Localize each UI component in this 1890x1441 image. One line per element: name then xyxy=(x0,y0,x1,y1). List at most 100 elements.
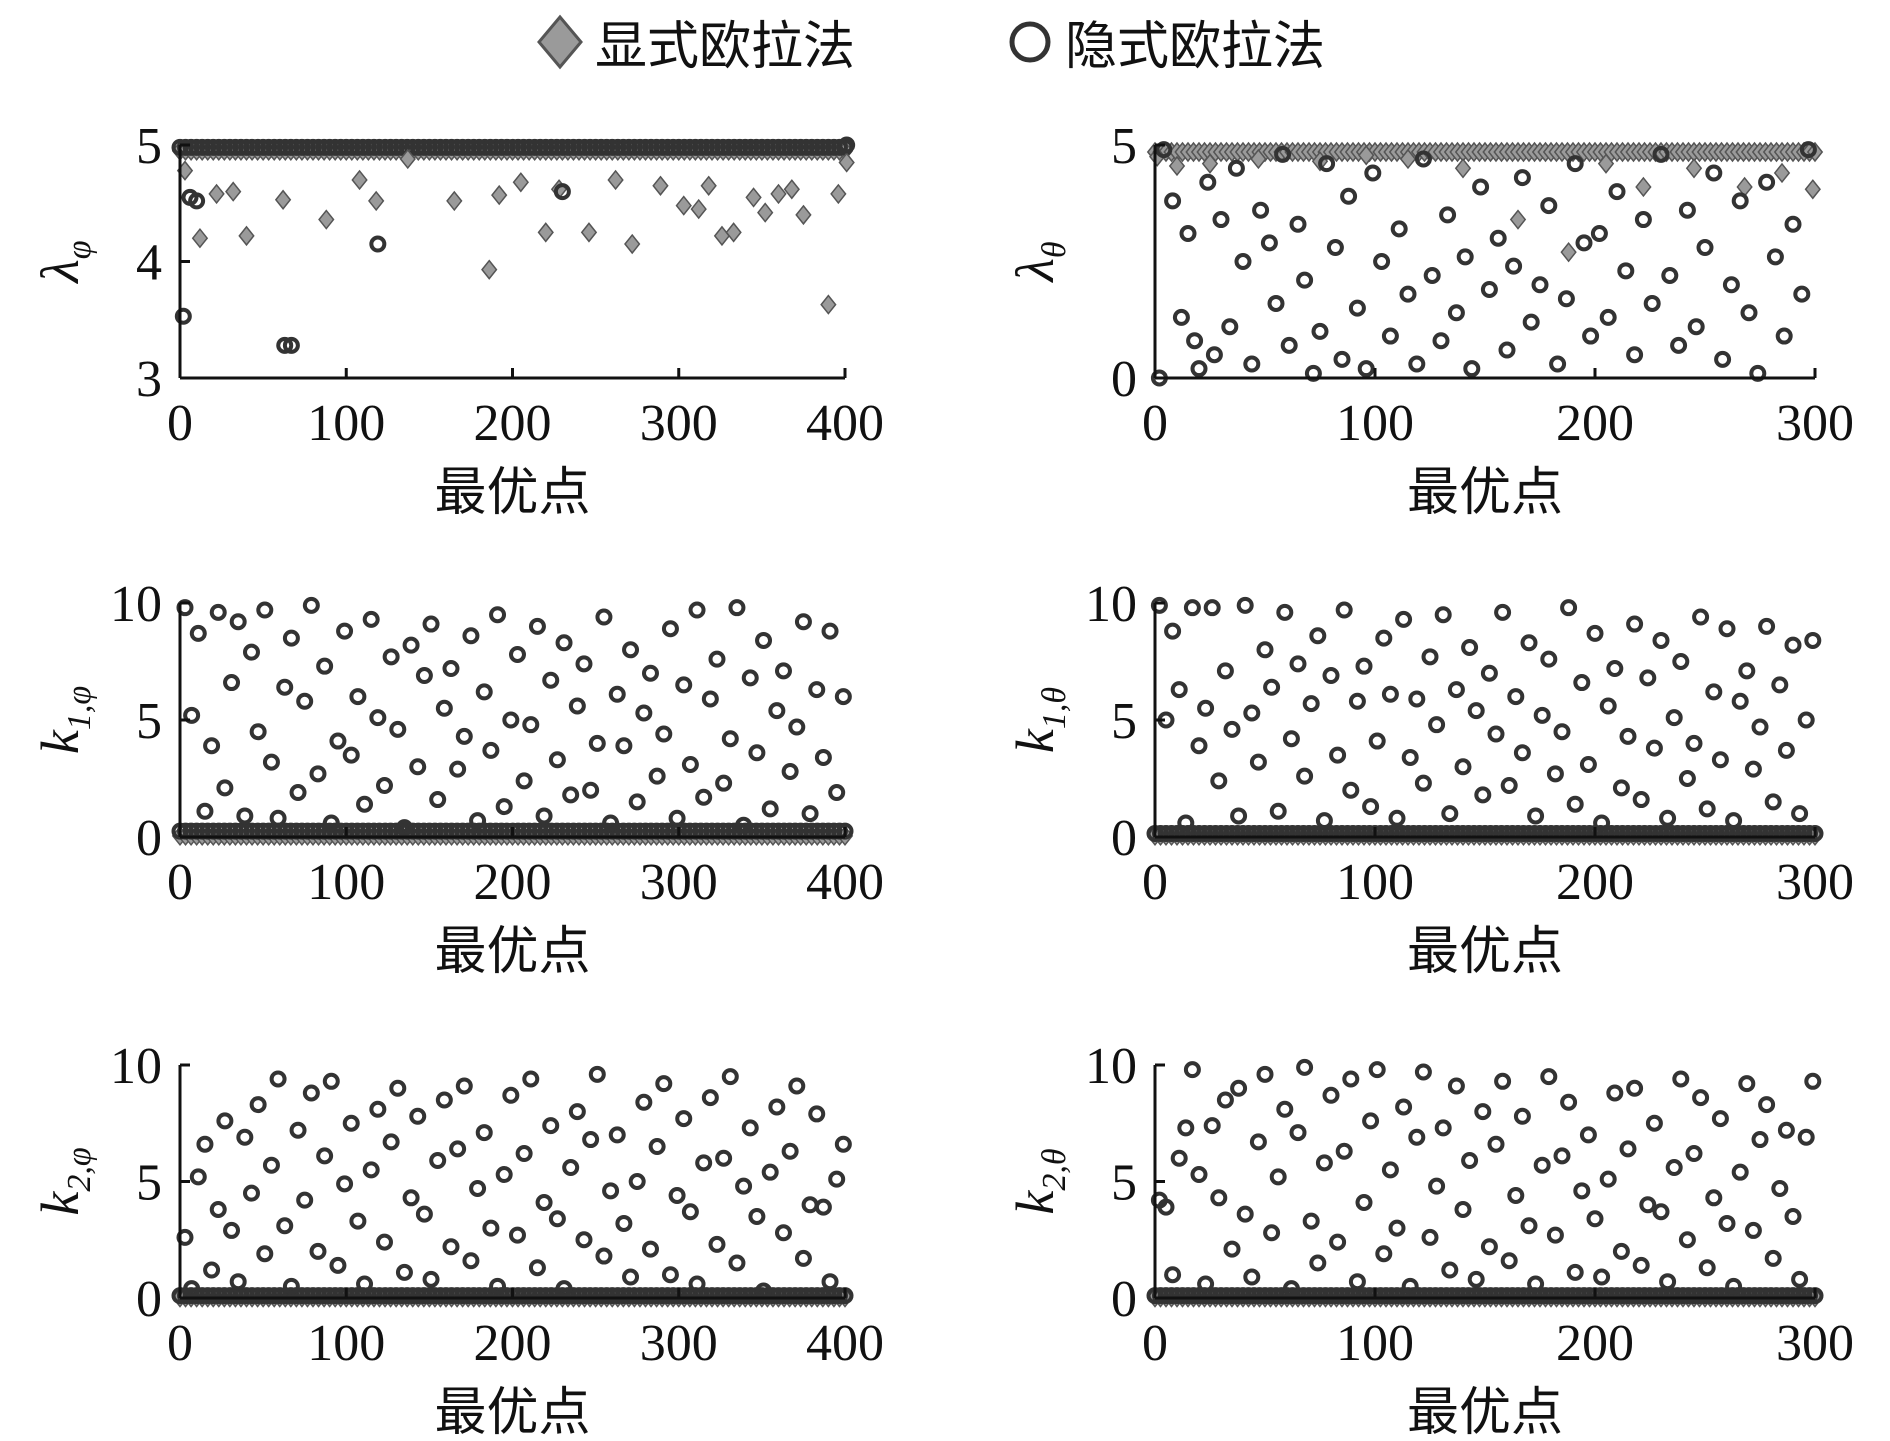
series-1-point-73 xyxy=(655,1075,673,1093)
series-2-point-19 xyxy=(1280,336,1298,354)
series-1-point-1 xyxy=(176,1228,194,1246)
series-1-point-10 xyxy=(1560,241,1577,263)
series-1-point-87 xyxy=(748,1207,766,1225)
series-1-point-47 xyxy=(1454,1200,1472,1218)
series-1-point-7 xyxy=(318,209,335,230)
series-1-point-27 xyxy=(349,688,367,706)
series-1-point-48 xyxy=(489,1277,507,1295)
series-1-point-24 xyxy=(1302,695,1320,713)
series-1-point-12 xyxy=(249,1096,267,1114)
series-1-point-36 xyxy=(1381,1161,1399,1179)
series-2-point-12 xyxy=(1227,159,1245,177)
series-2-point-76 xyxy=(1758,173,1776,191)
series-1-point-22 xyxy=(1289,1124,1307,1142)
series-1-point-87 xyxy=(748,744,766,762)
y-tick-label: 5 xyxy=(1111,693,1137,750)
series-1-point-63 xyxy=(1560,599,1578,617)
series-1-point-50 xyxy=(1474,786,1492,804)
series-1-point-33 xyxy=(389,720,407,738)
series-2-point-44 xyxy=(1480,280,1498,298)
series-1-point-23 xyxy=(1296,1058,1314,1076)
series-1-point-88 xyxy=(755,631,773,649)
series-2-point-43 xyxy=(1472,178,1490,196)
series-1-point-70 xyxy=(635,1093,653,1111)
series-1-point-85 xyxy=(735,816,753,834)
series-1-point-51 xyxy=(508,645,526,663)
series-1-point-17 xyxy=(282,629,300,647)
series-1-point-21 xyxy=(309,1242,327,1260)
series-1-point-4 xyxy=(196,802,214,820)
series-1-point-76 xyxy=(1645,1114,1663,1132)
series-1-point-82 xyxy=(1685,734,1703,752)
series-1-point-98 xyxy=(1791,1270,1809,1288)
series-1-point-25 xyxy=(336,1175,354,1193)
x-tick-label: 0 xyxy=(1142,395,1168,452)
series-2-point-10 xyxy=(1212,211,1230,229)
series-1-point-33 xyxy=(1362,798,1380,816)
series-1-point-62 xyxy=(1553,723,1571,741)
series-1-point-70 xyxy=(1606,1084,1624,1102)
series-1-point-49 xyxy=(1467,1270,1485,1288)
y-tick-label: 0 xyxy=(1111,351,1137,408)
x-tick-label: 0 xyxy=(1142,854,1168,911)
series-1-point-27 xyxy=(1322,667,1340,685)
series-1-point-2 xyxy=(191,227,209,249)
series-1-point-14 xyxy=(1236,1205,1254,1223)
series-1-point-56 xyxy=(542,1117,560,1135)
series-1-point-94 xyxy=(794,1249,812,1267)
x-tick-label: 300 xyxy=(640,1315,718,1372)
series-2-point-4 xyxy=(1172,308,1190,326)
series-1-point-80 xyxy=(1672,1070,1690,1088)
series-1-point-28 xyxy=(356,1275,374,1293)
series-1-point-96 xyxy=(808,1105,826,1123)
series-1-point-7 xyxy=(1190,737,1208,755)
series-1-point-98 xyxy=(1791,805,1809,823)
series-1-point-5 xyxy=(203,737,221,755)
series-1-point-8 xyxy=(351,169,368,191)
series-2-point-29 xyxy=(1357,360,1375,378)
series-2-point-23 xyxy=(1311,322,1329,340)
series-1-point-47 xyxy=(482,741,500,759)
series-1-point-53 xyxy=(522,1070,540,1088)
series-1-point-45 xyxy=(1441,1261,1459,1279)
series-1-point-34 xyxy=(395,819,413,837)
series-1-point-95 xyxy=(801,805,819,823)
series-1-point-81 xyxy=(708,650,726,668)
series-1-point-73 xyxy=(1626,615,1644,633)
series-1-point-95 xyxy=(1771,1179,1789,1197)
series-1-point-83 xyxy=(1692,1089,1710,1107)
series-1-point-63 xyxy=(588,1065,606,1083)
series-1-point-71 xyxy=(1612,1242,1630,1260)
series-1-point-45 xyxy=(469,812,487,830)
series-1-point-44 xyxy=(462,627,480,645)
series-1-point-95 xyxy=(801,1196,819,1214)
series-1-point-74 xyxy=(661,1266,679,1284)
series-1-point-23 xyxy=(322,814,340,832)
series-2-point-49 xyxy=(1522,313,1540,331)
series-1-point-11 xyxy=(446,190,463,212)
series-1-point-65 xyxy=(602,1182,620,1200)
series-1-point-81 xyxy=(708,1235,726,1253)
series-2-point-55 xyxy=(1575,234,1593,252)
series-1-point-47 xyxy=(482,1219,500,1237)
series-1-point-79 xyxy=(1665,1159,1683,1177)
series-1-point-97 xyxy=(814,1198,832,1216)
series-2-point-50 xyxy=(1531,276,1549,294)
series-1-point-4 xyxy=(196,1135,214,1153)
series-2-point-61 xyxy=(1626,346,1644,364)
series-1-point-10 xyxy=(399,148,416,170)
series-1-point-1 xyxy=(176,599,194,617)
series-1-point-11 xyxy=(242,1184,260,1202)
series-1-point-14 xyxy=(262,753,280,771)
series-1-point-89 xyxy=(761,800,779,818)
chart-6: 0 100 200 300 0 5 10 最优点 k2,θ xyxy=(1005,1038,1854,1441)
series-1-point-27 xyxy=(757,202,774,223)
series-2-point-26 xyxy=(1333,350,1351,368)
series-2-point-75 xyxy=(1749,364,1767,382)
series-1-point-57 xyxy=(548,1210,566,1228)
series-1-point-83 xyxy=(721,730,739,748)
series-2-point-72 xyxy=(1722,276,1740,294)
series-2-point-30 xyxy=(1364,164,1382,182)
series-1-point-99 xyxy=(1797,711,1815,729)
series-1-point-69 xyxy=(1599,697,1617,715)
